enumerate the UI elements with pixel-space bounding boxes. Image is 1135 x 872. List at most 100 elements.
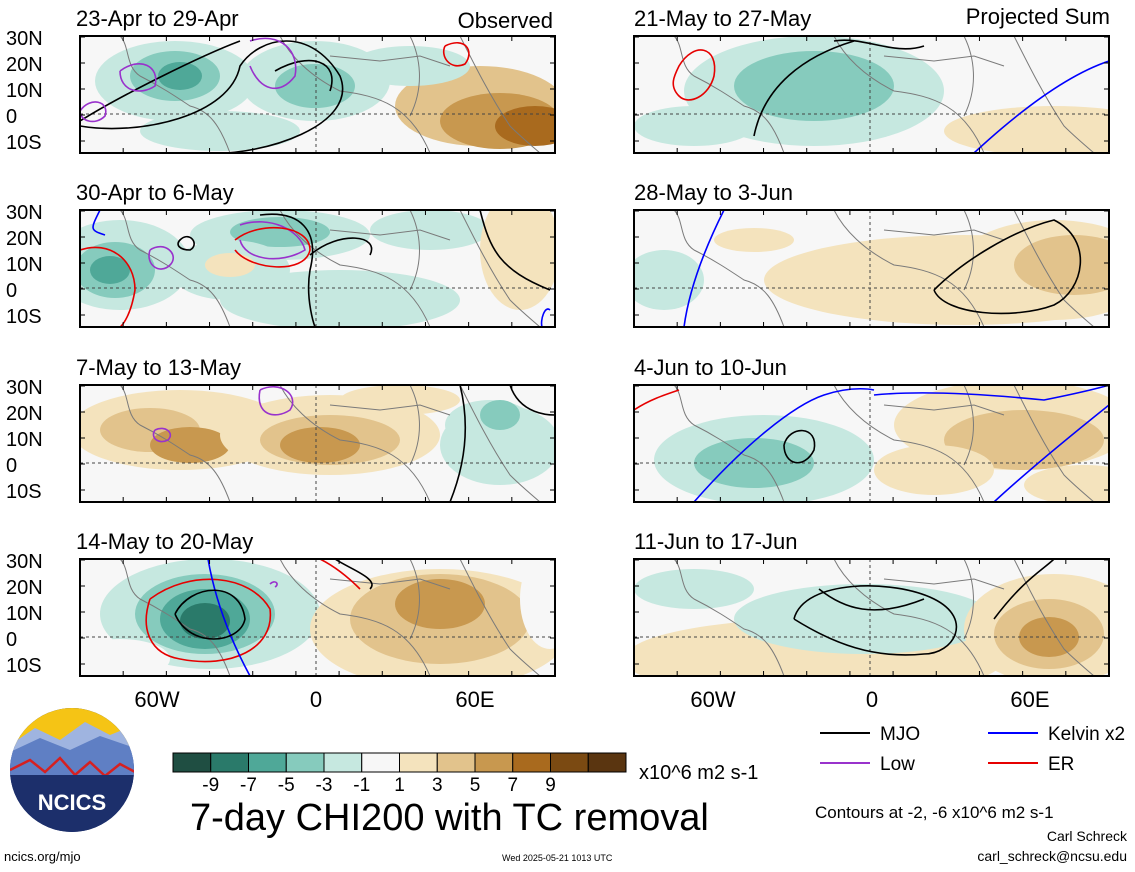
lat-label: 20N <box>6 577 43 599</box>
kelvin-contour <box>92 210 106 236</box>
shading-blob <box>280 427 360 463</box>
kelvin-contour <box>693 387 875 502</box>
mjo-contour <box>479 210 551 291</box>
legend: MJO Kelvin x2 Low ER <box>820 724 1125 775</box>
mjo-contour <box>174 589 246 640</box>
mjo-contour <box>177 235 195 251</box>
legend-label: MJO <box>880 724 920 745</box>
lat-label: 10N <box>6 254 43 276</box>
lat-label: 30N <box>6 551 43 573</box>
lat-label: 10S <box>6 655 42 677</box>
right-map-panel-2 <box>633 209 1110 328</box>
colorbar-swatch <box>323 752 363 773</box>
legend-label: Kelvin x2 <box>1048 724 1125 745</box>
colorbar: -9 -7 -5 -3 -1 1 3 5 7 9 <box>172 752 627 796</box>
mjo-contour <box>833 39 925 50</box>
mjo-contour <box>274 59 333 92</box>
low-contour <box>119 62 157 92</box>
low-contour <box>80 101 107 123</box>
shading-blob <box>520 559 555 649</box>
lat-label: 10S <box>6 481 42 503</box>
left-panel-title-2: 30-Apr to 6-May <box>76 180 234 205</box>
lat-label: 10N <box>6 80 43 102</box>
colorbar-swatch <box>587 752 627 773</box>
right-map-panel-3 <box>633 384 1110 503</box>
colorbar-swatch <box>436 752 476 773</box>
mjo-contour <box>933 219 1082 315</box>
er-contour <box>234 226 311 268</box>
lon-label: 0 <box>866 687 878 712</box>
lon-label: 0 <box>310 687 322 712</box>
shading-blob <box>205 253 255 277</box>
legend-label: ER <box>1048 754 1074 775</box>
lat-label: 30N <box>6 377 43 399</box>
lat-label: 10S <box>6 132 42 154</box>
shading-blob <box>440 405 555 485</box>
shading-blob <box>80 639 170 676</box>
logo-text: NCICS <box>38 790 106 815</box>
right-map-panel-1 <box>633 35 1110 154</box>
colorbar-tick-label: 5 <box>470 775 481 796</box>
contours-note: Contours at -2, -6 x10^6 m2 s-1 <box>815 803 1054 822</box>
low-contour <box>258 385 294 416</box>
lon-label: 60E <box>455 687 494 712</box>
mjo-contour <box>818 588 925 611</box>
mjo-contour <box>80 40 241 122</box>
shading-blob <box>1024 465 1109 502</box>
left-map-panel-3 <box>79 384 556 503</box>
lat-label: 30N <box>6 202 43 224</box>
left-panel-title-4: 14-May to 20-May <box>76 529 253 554</box>
lon-label: 60W <box>690 687 735 712</box>
ncics-logo: NCICS <box>10 708 134 832</box>
shading-blob <box>634 250 704 310</box>
colorbar-swatch <box>512 752 551 773</box>
low-contour <box>148 245 174 270</box>
colorbar-swatch <box>361 752 400 773</box>
colorbar-swatch <box>550 752 589 773</box>
timestamp: Wed 2025-05-21 1013 UTC <box>502 853 613 863</box>
main-title: 7-day CHI200 with TC removal <box>190 797 709 839</box>
er-contour <box>319 559 361 590</box>
shading-blob <box>180 603 230 639</box>
colorbar-tick-label: -9 <box>202 775 219 796</box>
author-name: Carl Schreck <box>1046 828 1127 844</box>
panel-frame <box>79 35 556 154</box>
colorbar-swatch <box>285 752 325 773</box>
colorbar-swatch <box>172 752 212 773</box>
shading-blob <box>158 62 202 90</box>
low-contour <box>152 427 172 443</box>
mjo-contour <box>993 559 1055 620</box>
colorbar-tick-label: -3 <box>316 775 333 796</box>
kelvin-contour <box>207 559 251 676</box>
panel-frame <box>79 384 556 503</box>
projected-label: Projected Sum <box>966 4 1110 29</box>
left-map-panel-4 <box>79 558 556 677</box>
panel-frame <box>79 558 556 677</box>
er-contour <box>443 41 470 67</box>
left-panel-title-1: 23-Apr to 29-Apr <box>76 6 239 31</box>
mjo-contour <box>449 385 466 502</box>
mjo-contour <box>509 385 555 416</box>
shading-blob <box>90 256 130 284</box>
shading-blob <box>340 385 460 415</box>
colorbar-swatch <box>248 752 287 773</box>
left-panel-title-3: 7-May to 13-May <box>76 355 241 380</box>
colorbar-swatch <box>210 752 249 773</box>
site-link[interactable]: ncics.org/mjo <box>4 849 81 864</box>
kelvin-contour <box>993 404 1109 502</box>
observed-label: Observed <box>458 8 553 33</box>
panel-frame <box>633 209 1110 328</box>
shading-blob <box>874 445 994 495</box>
low-contour <box>269 581 278 588</box>
shading-blob <box>395 579 485 629</box>
colorbar-tick-label: -1 <box>353 775 370 796</box>
colorbar-swatch <box>399 752 438 773</box>
colorbar-tick-label: 9 <box>545 775 556 796</box>
colorbar-tick-label: -7 <box>240 775 257 796</box>
er-contour <box>634 389 680 411</box>
mjo-contour <box>309 237 373 256</box>
shading-blob <box>480 210 555 310</box>
shading-blob <box>634 106 754 146</box>
author-email[interactable]: carl_schreck@ncsu.edu <box>977 848 1127 864</box>
